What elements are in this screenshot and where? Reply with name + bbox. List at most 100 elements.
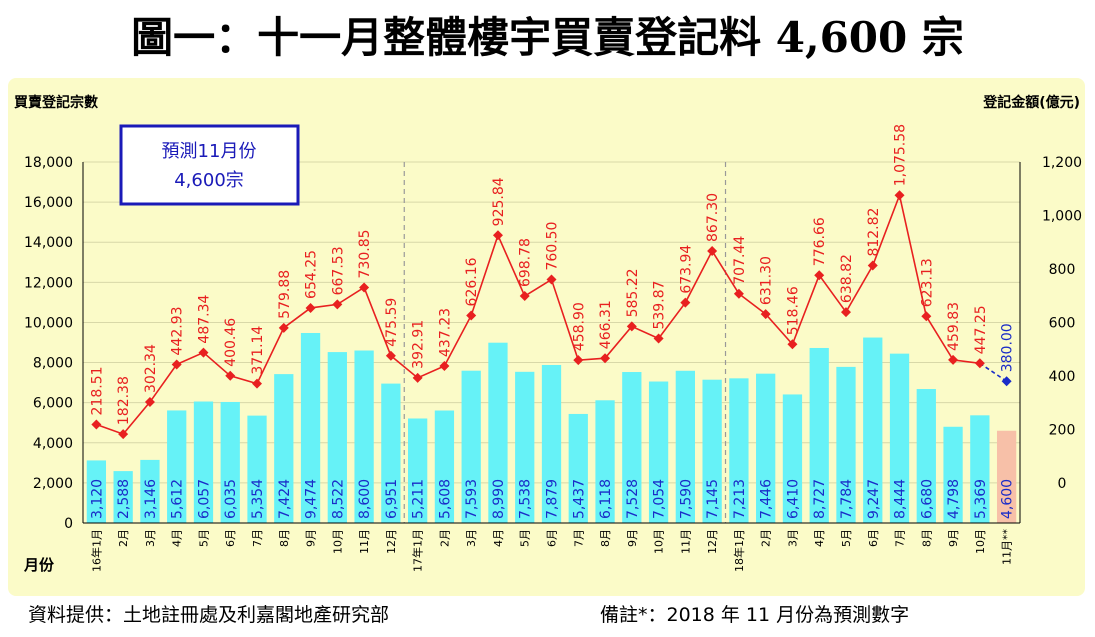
line-point <box>171 359 182 370</box>
bar <box>756 373 776 523</box>
bar-label: 5,437 <box>571 479 587 519</box>
line-point <box>439 360 450 371</box>
bar <box>702 379 722 523</box>
x-tick-label: 5月 <box>197 529 210 547</box>
bar-label: 7,538 <box>518 479 534 519</box>
bar-labels: 3,120 2,588 3,146 5,612 6,057 6,035 5,354 7,424… <box>89 479 1015 519</box>
line-point <box>91 419 102 430</box>
line-labels: 218.51 182.38 302.34 442.93 487.34 400.46 371.… <box>89 124 1015 425</box>
line-label: 654.25 <box>304 250 320 299</box>
bar-label: 6,035 <box>223 479 239 519</box>
line-point <box>278 322 289 333</box>
callout-box <box>119 124 300 206</box>
line-point <box>492 230 503 241</box>
line-path <box>96 192 980 436</box>
x-tick-labels: 16年1月 2月 3月 4月 5月 6月 7月 8月 9月 10月 11月 12月 17年1月 2月 3月 4… <box>89 529 1013 572</box>
y2-tick-label: 200 <box>1049 422 1076 438</box>
x-tick-label: 4月 <box>492 529 505 547</box>
line-point <box>305 302 316 313</box>
x-tick-label: 9月 <box>626 529 639 547</box>
x-tick-label: 4月 <box>171 529 184 547</box>
bar-label: 8,522 <box>330 479 346 519</box>
line-point <box>573 355 584 366</box>
x-tick-label: 9月 <box>305 529 318 547</box>
y-tick-label: 18,000 <box>24 155 73 171</box>
x-tick-label: 6月 <box>546 529 559 547</box>
x-tick-label: 4月 <box>813 529 826 547</box>
bar <box>247 415 267 523</box>
bar <box>782 394 803 523</box>
x-tick-label: 8月 <box>920 529 933 547</box>
bar <box>354 350 374 523</box>
bar-label: 7,424 <box>277 479 293 519</box>
bar-label: 8,990 <box>491 479 507 519</box>
bar-label: 5,608 <box>437 479 453 519</box>
line-label: 475.59 <box>384 298 400 347</box>
y-tick-label: 0 <box>64 516 73 532</box>
line-point <box>412 372 423 383</box>
line-point <box>867 260 878 271</box>
y-tick-label: 10,000 <box>24 315 73 331</box>
line-label: 380.00 <box>1000 323 1016 372</box>
line-label: 392.91 <box>411 320 427 369</box>
x-tick-label: 5月 <box>519 529 532 547</box>
line-point <box>144 397 155 408</box>
bar <box>568 413 588 523</box>
bar <box>434 410 455 523</box>
line-points <box>91 190 1012 440</box>
bar-label: 7,446 <box>759 479 775 519</box>
bar-label: 7,593 <box>464 479 480 519</box>
bar-label: 5,211 <box>411 479 427 519</box>
bar-label: 5,354 <box>250 479 266 519</box>
x-tick-label: 2月 <box>760 529 773 547</box>
x-tick-label: 9月 <box>947 529 960 547</box>
line-point <box>1001 376 1012 387</box>
line-point <box>118 429 129 440</box>
line-point <box>653 333 664 344</box>
x-tick-label: 11月 <box>679 529 692 554</box>
bar <box>140 459 160 523</box>
line-point <box>680 297 691 308</box>
x-tick-label: 8月 <box>599 529 612 547</box>
line-label: 631.30 <box>759 256 775 305</box>
bar-label: 7,213 <box>732 479 748 519</box>
line-point <box>626 321 637 332</box>
line-point <box>252 378 263 389</box>
y-tick-label: 12,000 <box>24 275 73 291</box>
bar <box>541 364 562 523</box>
line-point <box>225 370 236 381</box>
callout-line1: 預測11月份 <box>162 141 257 162</box>
bar <box>970 415 990 523</box>
bar-label: 7,054 <box>652 479 668 519</box>
line-label: 447.25 <box>973 305 989 354</box>
bar <box>408 418 428 523</box>
line-label: 400.46 <box>223 318 239 367</box>
bar-label: 8,600 <box>357 479 373 519</box>
line-label: 623.13 <box>919 258 935 307</box>
bar-label: 3,146 <box>143 479 159 519</box>
line-label: 466.31 <box>598 300 614 349</box>
bar-label: 7,528 <box>625 479 641 519</box>
bar <box>622 372 642 523</box>
bar <box>515 371 535 523</box>
x-tick-label: 3月 <box>465 529 478 547</box>
line-point <box>385 350 396 361</box>
line-point <box>198 347 209 358</box>
x-tick-label: 18年1月 <box>732 529 746 572</box>
bar <box>729 378 749 523</box>
chart: 3,120 2,588 3,146 5,612 6,057 6,035 5,354 7,424… <box>8 78 1085 596</box>
x-tick-label: 3月 <box>144 529 157 547</box>
line-point <box>974 358 985 369</box>
bar-label: 6,951 <box>384 479 400 519</box>
line-label: 585.22 <box>625 268 641 317</box>
x-tick-label: 8月 <box>278 529 291 547</box>
bar-label: 5,369 <box>973 479 989 519</box>
bar-label: 3,120 <box>89 479 105 519</box>
bar-label: 9,247 <box>866 479 882 519</box>
bar-label: 9,474 <box>304 479 320 519</box>
line-point <box>519 291 530 302</box>
bar <box>488 342 508 523</box>
bar <box>943 426 963 523</box>
x-tick-label: 6月 <box>867 529 880 547</box>
line-label: 667.53 <box>330 246 346 295</box>
